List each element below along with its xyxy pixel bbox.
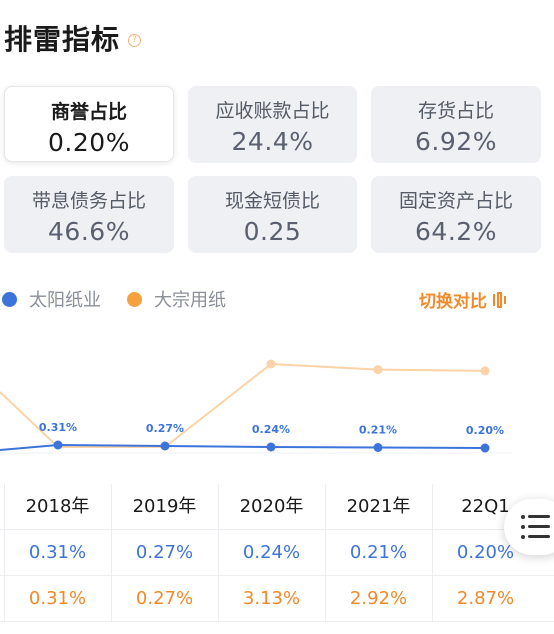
metric-card-fixed-assets[interactable]: 固定资产占比 64.2% <box>371 176 541 253</box>
table-header-row: 2018年 2019年 2020年 2021年 22Q1 <box>0 484 554 530</box>
trend-chart: 0.31% 0.27% 0.24% 0.21% 0.20% <box>0 359 512 454</box>
table-cell: 2.92% <box>325 576 431 622</box>
list-menu-button[interactable] <box>504 499 554 555</box>
chart-legend: 太阳纸业 大宗用纸 <box>2 286 252 312</box>
legend-item-industry[interactable]: 大宗用纸 <box>127 286 226 312</box>
legend-item-company[interactable]: 太阳纸业 <box>2 286 101 312</box>
table-cell: 3.13% <box>218 576 324 622</box>
legend-dot-icon <box>127 291 142 307</box>
metric-card-label: 商誉占比 <box>50 101 127 123</box>
switch-icon <box>493 291 507 308</box>
table-cell: 0.31% <box>4 530 110 576</box>
data-table: 2018年 2019年 2020年 2021年 22Q1 0.31% 0.27% 0.24%… <box>0 484 554 622</box>
table-cell: 0.20% <box>432 530 538 576</box>
metric-card-label: 固定资产占比 <box>398 190 513 212</box>
table-cell: 2.87% <box>432 576 538 622</box>
data-label: 0.20% <box>466 424 504 437</box>
table-row: 0.31% 0.27% 0.24% 0.21% 0.20% <box>0 530 554 576</box>
metric-card-label: 带息债务占比 <box>31 190 146 212</box>
data-label: 0.21% <box>359 424 397 437</box>
metric-card-value: 0.20% <box>48 128 130 157</box>
table-cell: 0.21% <box>325 530 431 576</box>
table-cell: 0.27% <box>111 530 217 576</box>
metric-card-receivables[interactable]: 应收账款占比 24.4% <box>188 86 357 163</box>
series-point-company <box>480 443 490 453</box>
page-title: 排雷指标 <box>4 23 121 56</box>
series-point-company <box>373 443 383 452</box>
table-header-cell: 2021年 <box>325 484 431 530</box>
question-icon[interactable]: ? <box>128 33 142 47</box>
title-row: 排雷指标 ? <box>4 18 142 58</box>
metric-card-value: 24.4% <box>231 127 314 156</box>
table-cell: 0.24% <box>218 530 324 576</box>
metric-card-value: 46.6% <box>48 217 130 246</box>
table-header-cell: 22Q1 <box>432 484 538 530</box>
metric-card-label: 应收账款占比 <box>215 100 330 122</box>
series-point-industry <box>373 365 383 375</box>
metric-card-value: 64.2% <box>415 217 497 246</box>
series-line-industry <box>0 362 486 448</box>
switch-compare-button[interactable]: 切换对比 <box>419 287 507 312</box>
data-label: 0.27% <box>146 422 184 435</box>
series-point-company <box>160 441 170 451</box>
metric-card-inventory[interactable]: 存货占比 6.92% <box>371 86 541 163</box>
legend-label: 太阳纸业 <box>29 290 101 311</box>
series-point-company <box>53 440 63 450</box>
metric-card-goodwill[interactable]: 商誉占比 0.20% <box>4 86 174 162</box>
metric-card-label: 现金短债比 <box>224 190 320 212</box>
table-cell: 0.31% <box>4 576 110 622</box>
metric-card-interest-debt[interactable]: 带息债务占比 46.6% <box>4 176 174 253</box>
table-row: 0.31% 0.27% 3.13% 2.92% 2.87% <box>0 576 554 622</box>
data-label: 0.24% <box>252 423 290 436</box>
series-point-industry <box>480 366 490 376</box>
table-header-cell: 2020年 <box>218 484 324 530</box>
metric-card-label: 存货占比 <box>417 100 494 122</box>
series-point-industry <box>266 359 276 369</box>
table-header-cell: 2018年 <box>4 484 110 530</box>
table-header-cell: 2019年 <box>111 484 217 530</box>
metric-card-value: 0.25 <box>243 217 302 246</box>
legend-dot-icon <box>2 291 17 307</box>
metric-card-cash-debt[interactable]: 现金短债比 0.25 <box>188 176 357 253</box>
table-cell: 0.27% <box>111 576 217 622</box>
switch-compare-label: 切换对比 <box>419 292 487 312</box>
series-line-company <box>0 443 486 451</box>
legend-label: 大宗用纸 <box>154 290 226 311</box>
data-label: 0.31% <box>39 421 77 434</box>
metric-card-value: 6.92% <box>415 127 497 156</box>
series-point-company <box>266 442 276 452</box>
